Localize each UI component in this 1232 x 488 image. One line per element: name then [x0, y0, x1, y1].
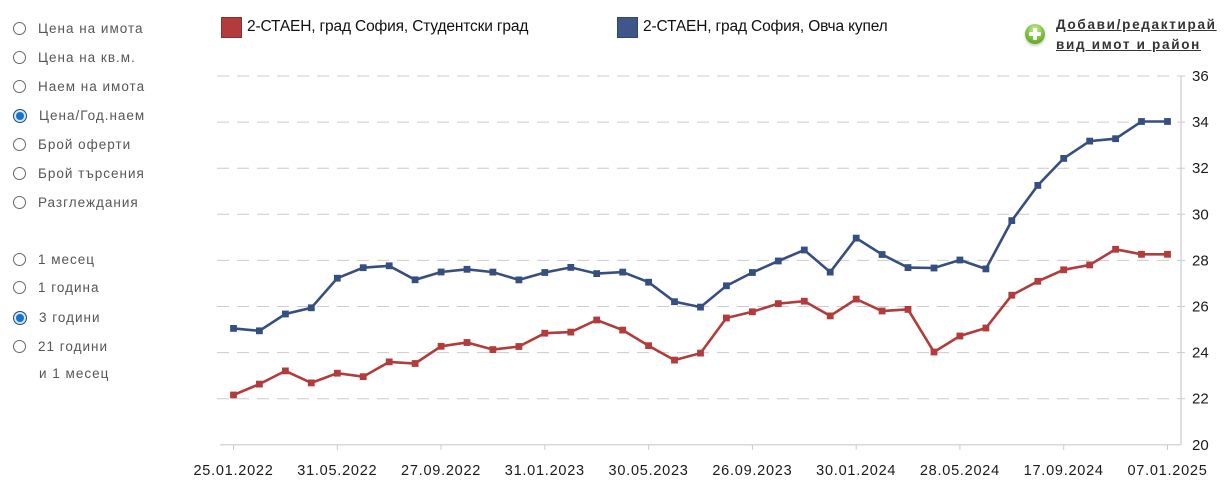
svg-text:30: 30	[1192, 206, 1209, 223]
svg-text:07.01.2025: 07.01.2025	[1127, 463, 1207, 479]
svg-text:36: 36	[1192, 68, 1209, 85]
svg-text:31.05.2022: 31.05.2022	[297, 463, 377, 479]
svg-text:34: 34	[1192, 114, 1209, 131]
svg-text:32: 32	[1192, 160, 1209, 177]
svg-text:22: 22	[1192, 391, 1209, 408]
svg-text:26: 26	[1192, 299, 1209, 316]
svg-text:24: 24	[1192, 345, 1209, 362]
svg-text:25.01.2022: 25.01.2022	[193, 463, 273, 479]
svg-text:17.09.2024: 17.09.2024	[1024, 463, 1104, 479]
svg-text:31.01.2023: 31.01.2023	[505, 463, 585, 479]
svg-text:28.05.2024: 28.05.2024	[920, 463, 1000, 479]
svg-text:28: 28	[1192, 252, 1209, 269]
svg-text:20: 20	[1192, 437, 1209, 454]
svg-text:26.09.2023: 26.09.2023	[712, 463, 792, 479]
svg-text:27.09.2022: 27.09.2022	[401, 463, 481, 479]
svg-text:30.05.2023: 30.05.2023	[609, 463, 689, 479]
svg-text:30.01.2024: 30.01.2024	[816, 463, 896, 479]
